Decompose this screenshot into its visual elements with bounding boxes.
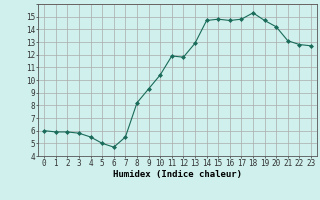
X-axis label: Humidex (Indice chaleur): Humidex (Indice chaleur) bbox=[113, 170, 242, 179]
